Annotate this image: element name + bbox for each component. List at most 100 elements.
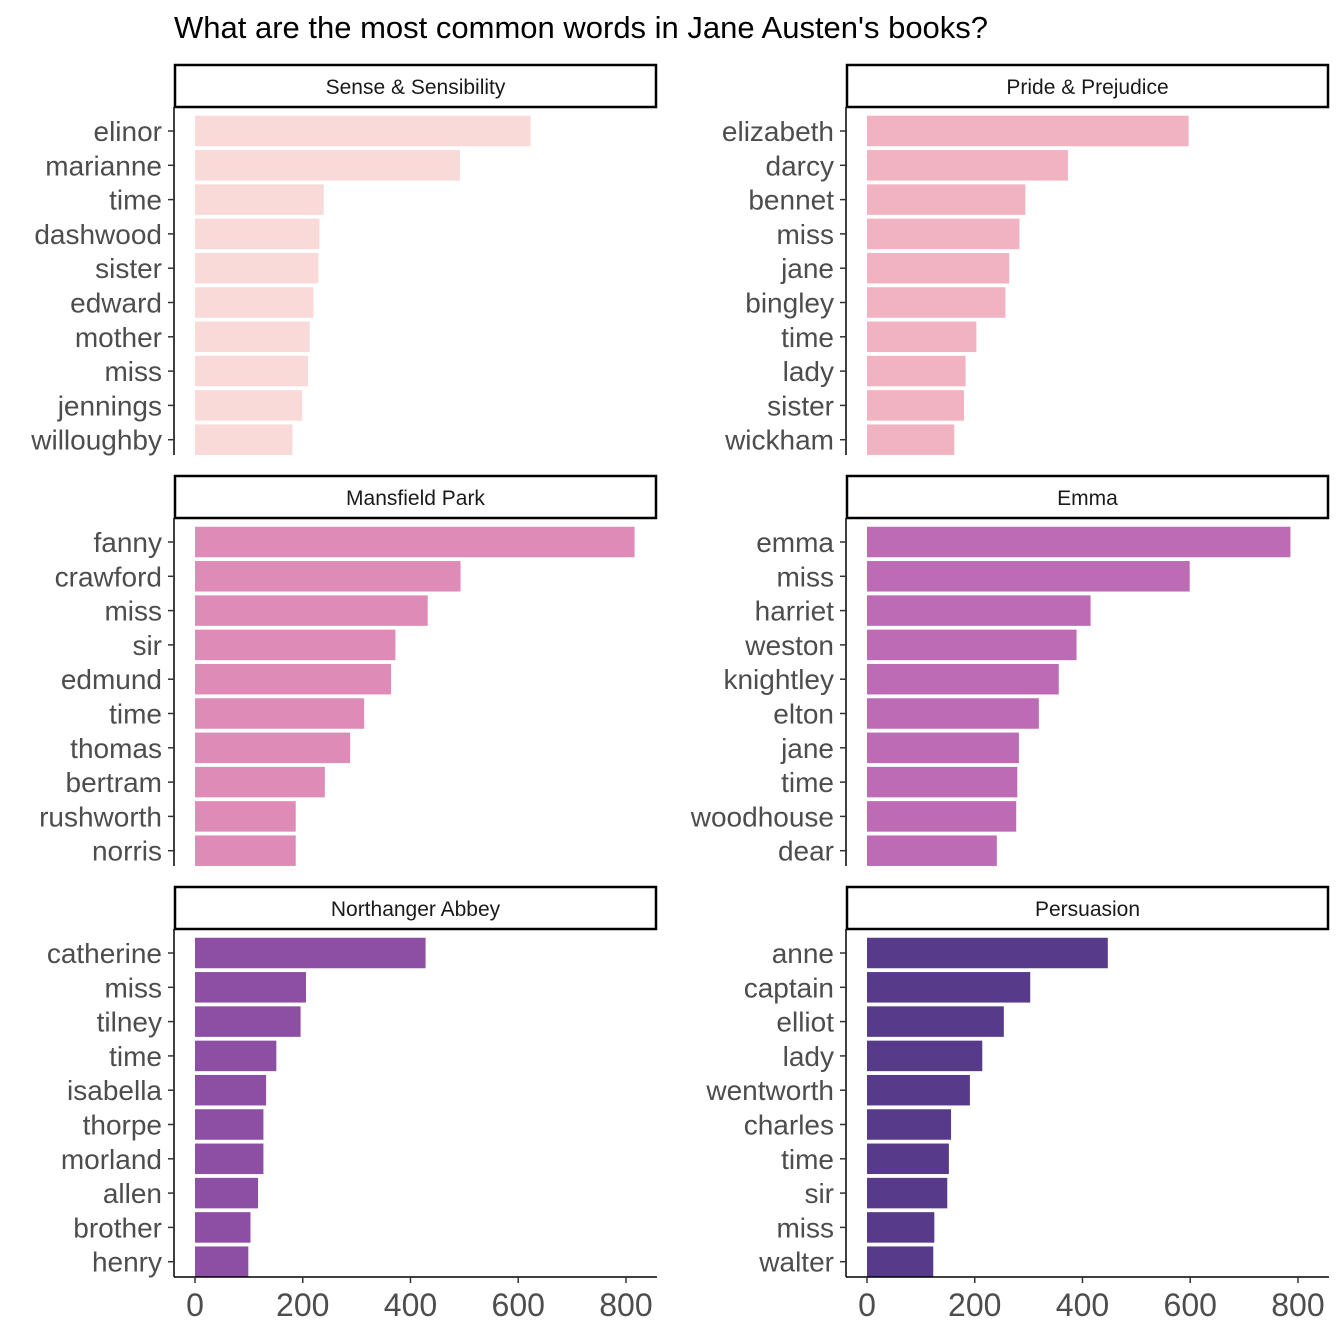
- strip-mansfield-park: [173, 474, 658, 520]
- strip-label-mansfield-park: Mansfield Park: [346, 487, 485, 510]
- category-label-emma-time: time: [781, 767, 834, 798]
- x-tick-label-northanger-abbey-400: 400: [384, 1287, 437, 1323]
- bar-pride-prejudice-elizabeth: [867, 115, 1189, 147]
- bar-northanger-abbey-isabella: [195, 1074, 267, 1106]
- bar-sense-sensibility-elinor: [195, 115, 531, 147]
- category-label-pride-prejudice-bennet: bennet: [748, 185, 834, 216]
- bar-persuasion-wentworth: [867, 1074, 970, 1106]
- category-label-pride-prejudice-sister: sister: [767, 390, 834, 421]
- bar-pride-prejudice-bennet: [867, 184, 1026, 215]
- bar-northanger-abbey-brother: [195, 1212, 251, 1243]
- category-label-persuasion-captain: captain: [744, 972, 834, 1003]
- bar-emma-dear: [867, 835, 997, 866]
- bar-mansfield-park-time: [195, 698, 365, 729]
- category-label-pride-prejudice-time: time: [781, 322, 834, 353]
- bar-sense-sensibility-time: [195, 184, 324, 215]
- bar-emma-knightley: [867, 663, 1059, 695]
- bar-northanger-abbey-catherine: [195, 937, 426, 969]
- category-label-pride-prejudice-jane: jane: [780, 253, 834, 284]
- bar-mansfield-park-thomas: [195, 732, 351, 764]
- category-label-emma-knightley: knightley: [723, 664, 834, 695]
- category-label-mansfield-park-rushworth: rushworth: [39, 801, 162, 832]
- strip-label-northanger-abbey: Northanger Abbey: [331, 898, 501, 921]
- bar-emma-elton: [867, 698, 1039, 729]
- category-label-emma-emma: emma: [756, 527, 834, 558]
- x-tick-label-northanger-abbey-800: 800: [599, 1287, 652, 1323]
- bar-persuasion-charles: [867, 1109, 952, 1140]
- bar-pride-prejudice-bingley: [867, 287, 1006, 318]
- category-label-persuasion-sir: sir: [804, 1178, 834, 1209]
- category-label-northanger-abbey-catherine: catherine: [47, 938, 162, 969]
- category-label-mansfield-park-thomas: thomas: [70, 733, 162, 764]
- bar-pride-prejudice-lady: [867, 355, 966, 387]
- category-label-sense-sensibility-willoughby: willoughby: [30, 425, 162, 456]
- bar-northanger-abbey-henry: [195, 1246, 249, 1277]
- bar-mansfield-park-bertram: [195, 766, 325, 798]
- category-label-mansfield-park-crawford: crawford: [55, 561, 162, 592]
- category-label-northanger-abbey-allen: allen: [103, 1178, 162, 1209]
- bar-persuasion-anne: [867, 937, 1108, 969]
- category-label-emma-harriet: harriet: [755, 596, 835, 627]
- category-label-northanger-abbey-miss: miss: [104, 972, 162, 1003]
- bar-emma-jane: [867, 732, 1019, 764]
- category-label-mansfield-park-time: time: [109, 699, 162, 730]
- bar-emma-woodhouse: [867, 801, 1017, 832]
- bar-pride-prejudice-darcy: [867, 150, 1068, 181]
- bar-northanger-abbey-miss: [195, 972, 306, 1003]
- bar-persuasion-elliot: [867, 1006, 1004, 1037]
- x-tick-label-persuasion-600: 600: [1164, 1287, 1217, 1323]
- bar-emma-time: [867, 766, 1018, 798]
- bar-pride-prejudice-time: [867, 321, 977, 353]
- bar-northanger-abbey-morland: [195, 1143, 264, 1175]
- category-label-pride-prejudice-darcy: darcy: [766, 150, 834, 181]
- category-label-mansfield-park-edmund: edmund: [61, 664, 162, 695]
- category-label-northanger-abbey-morland: morland: [61, 1144, 162, 1175]
- bar-pride-prejudice-sister: [867, 390, 964, 421]
- x-tick-label-persuasion-0: 0: [858, 1287, 876, 1323]
- bar-sense-sensibility-jennings: [195, 390, 303, 421]
- bar-sense-sensibility-willoughby: [195, 424, 293, 455]
- category-label-persuasion-anne: anne: [772, 938, 834, 969]
- x-tick-label-northanger-abbey-200: 200: [276, 1287, 329, 1323]
- bar-persuasion-miss: [867, 1212, 935, 1243]
- x-tick-label-persuasion-200: 200: [948, 1287, 1001, 1323]
- category-label-northanger-abbey-thorpe: thorpe: [83, 1110, 162, 1141]
- bar-northanger-abbey-tilney: [195, 1006, 301, 1037]
- category-label-mansfield-park-fanny: fanny: [94, 527, 163, 558]
- category-label-northanger-abbey-time: time: [109, 1041, 162, 1072]
- category-label-pride-prejudice-wickham: wickham: [724, 425, 834, 456]
- category-label-northanger-abbey-henry: henry: [92, 1247, 162, 1278]
- bar-persuasion-sir: [867, 1177, 948, 1209]
- bar-mansfield-park-edmund: [195, 663, 392, 695]
- category-label-sense-sensibility-miss: miss: [104, 356, 162, 387]
- bar-sense-sensibility-marianne: [195, 150, 461, 181]
- category-label-sense-sensibility-dashwood: dashwood: [34, 219, 162, 250]
- category-label-northanger-abbey-tilney: tilney: [97, 1007, 162, 1038]
- category-label-emma-elton: elton: [773, 699, 834, 730]
- category-label-persuasion-walter: walter: [758, 1247, 834, 1278]
- strip-label-emma: Emma: [1057, 487, 1118, 510]
- bar-persuasion-captain: [867, 972, 1031, 1003]
- bar-northanger-abbey-allen: [195, 1177, 259, 1209]
- category-label-mansfield-park-miss: miss: [104, 596, 162, 627]
- category-label-persuasion-wentworth: wentworth: [705, 1075, 834, 1106]
- x-tick-label-northanger-abbey-600: 600: [492, 1287, 545, 1323]
- category-label-sense-sensibility-mother: mother: [75, 322, 162, 353]
- bar-mansfield-park-crawford: [195, 561, 461, 592]
- bar-emma-miss: [867, 561, 1190, 592]
- bar-mansfield-park-fanny: [195, 526, 635, 558]
- bar-persuasion-time: [867, 1143, 949, 1175]
- bar-sense-sensibility-miss: [195, 355, 309, 387]
- bar-emma-emma: [867, 526, 1291, 558]
- strip-label-pride-prejudice: Pride & Prejudice: [1006, 76, 1168, 99]
- bar-emma-weston: [867, 629, 1077, 661]
- strip-sense-sensibility: [173, 63, 658, 109]
- category-label-emma-jane: jane: [780, 733, 834, 764]
- category-label-emma-dear: dear: [778, 836, 834, 867]
- x-tick-label-persuasion-400: 400: [1056, 1287, 1109, 1323]
- bar-emma-harriet: [867, 595, 1091, 626]
